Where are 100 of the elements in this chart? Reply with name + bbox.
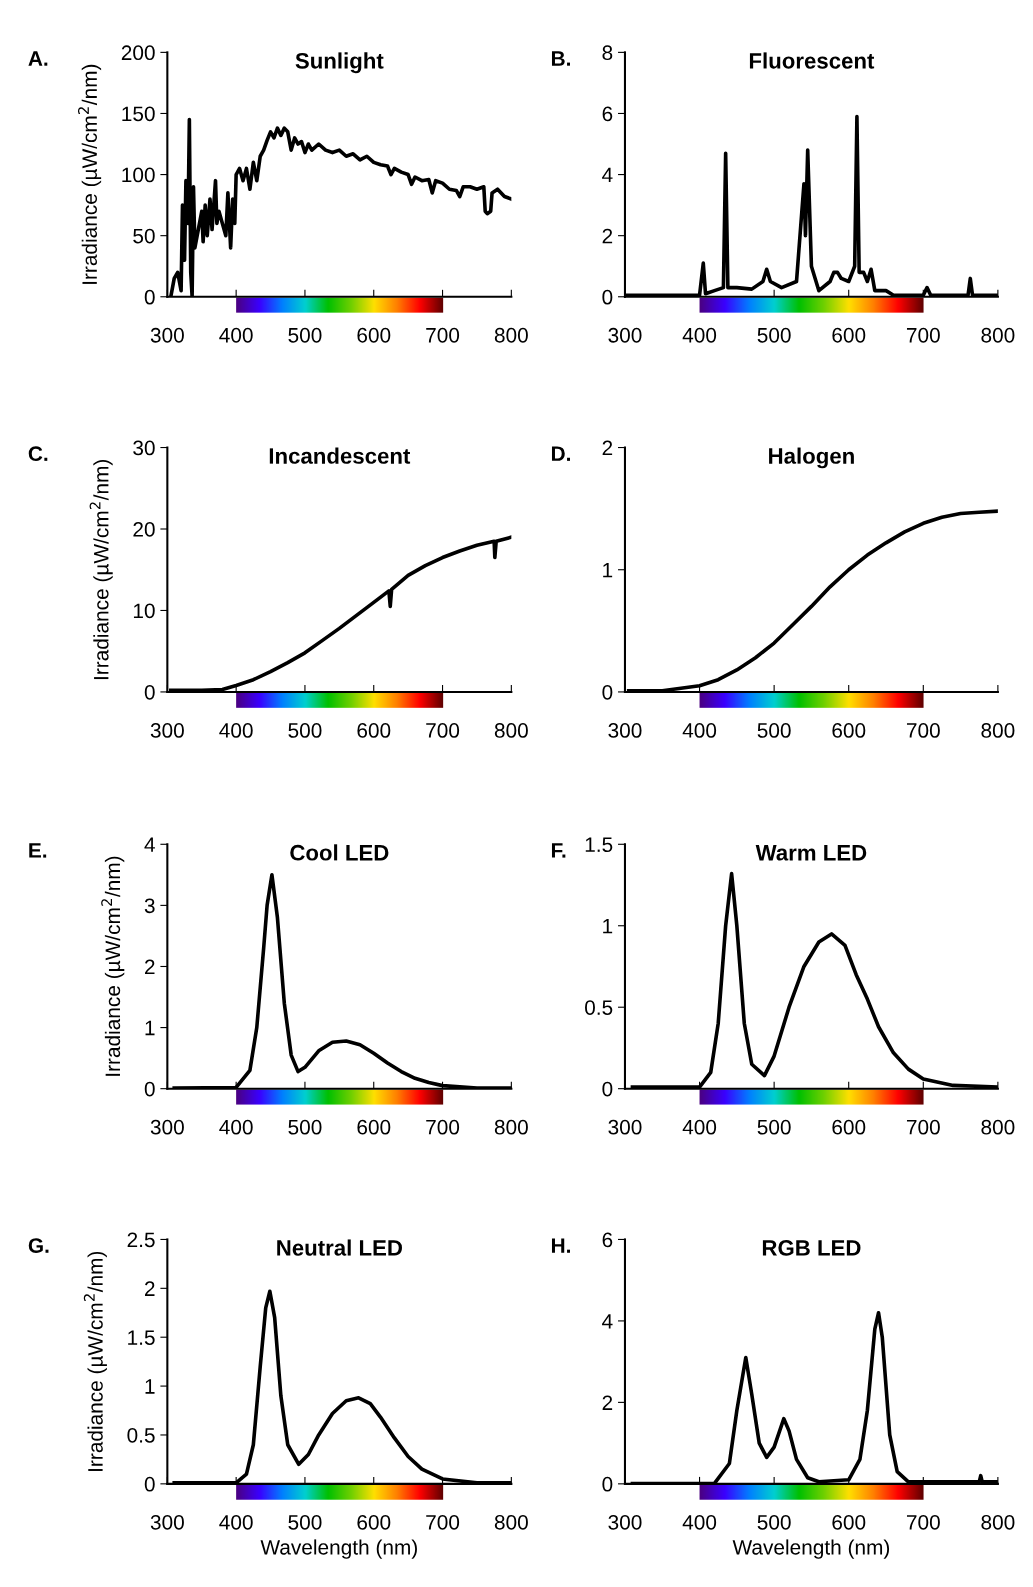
x-axis-title: Wavelength (nm) [732, 1539, 890, 1559]
x-tick-label: 300 [608, 723, 642, 738]
y-tick-label: 3 [144, 898, 155, 914]
text: D. [551, 446, 570, 461]
x-tick-label: 600 [357, 1514, 391, 1530]
y-tick-label: 2 [602, 228, 613, 244]
x-tick-label: 700 [426, 723, 460, 738]
text: A. [28, 51, 48, 66]
x-axis-title: Wavelength (nm) [260, 1539, 417, 1559]
x-tick-label: 800 [494, 1514, 528, 1530]
y-tick-label: 0 [602, 289, 613, 305]
y-tick-label: 2 [145, 1281, 155, 1296]
y-tick-label: 200 [121, 45, 155, 61]
y-tick-label: 2 [602, 1395, 613, 1410]
y-axis-title: Irradiance (µW/cm$^{2}$/nm) [89, 459, 113, 680]
x-tick-label: 600 [832, 1514, 866, 1530]
y-tick-label: 2 [145, 959, 155, 975]
x-tick-label: 700 [426, 1119, 460, 1135]
y-tick-label: 0.5 [585, 1000, 613, 1015]
y-tick-label: 2.5 [127, 1232, 155, 1248]
chart-title: Cool LED [290, 844, 389, 861]
x-tick-label: 500 [757, 723, 791, 738]
y-tick-label: 1.5 [128, 1330, 155, 1345]
y-tick-label: 6 [602, 1232, 613, 1248]
x-tick-label: 700 [906, 327, 940, 343]
y-tick-label: 0 [144, 684, 155, 700]
x-tick-label: 500 [288, 1514, 322, 1530]
y-tick-label: 30 [133, 440, 155, 456]
y-axis-title: Irradiance (µW/cm$^{2}$/nm) [78, 64, 102, 284]
y-tick-label: 0 [144, 1081, 155, 1097]
x-tick-label: 500 [757, 327, 791, 343]
x-tick-label: 400 [219, 723, 253, 738]
x-tick-label: 700 [906, 1119, 940, 1135]
y-tick-label: 0 [144, 1476, 155, 1492]
chart-title: Neutral LED [277, 1239, 402, 1256]
chart-title: Halogen [769, 447, 854, 469]
y-tick-label: 4 [602, 1314, 613, 1329]
x-tick-label: 400 [682, 327, 717, 343]
x-tick-label: 700 [906, 1514, 940, 1530]
chart-title: Fluorescent [749, 52, 875, 69]
text: F. [551, 843, 566, 858]
chart-title: RGB LED [762, 1240, 861, 1256]
x-tick-label: 800 [981, 1514, 1015, 1530]
y-tick-label: 4 [144, 837, 155, 852]
x-tick-label: 300 [150, 1119, 184, 1135]
text: H. [551, 1238, 570, 1253]
x-tick-label: 400 [682, 1514, 717, 1530]
y-tick-label: 6 [602, 106, 613, 122]
x-tick-label: 800 [981, 1119, 1015, 1135]
x-tick-label: 800 [494, 1119, 528, 1135]
y-tick-label: 1.5 [585, 837, 613, 853]
y-tick-label: 2 [602, 440, 613, 456]
x-tick-label: 300 [150, 327, 184, 343]
y-tick-label: 10 [133, 603, 155, 619]
text: B. [551, 51, 570, 66]
y-axis-title: Irradiance (µW/cm$^{2}$/nm) [101, 856, 125, 1076]
x-tick-label: 300 [150, 1514, 184, 1530]
y-tick-label: 4 [602, 167, 613, 183]
x-tick-label: 800 [494, 327, 528, 343]
text: C. [28, 446, 48, 462]
x-tick-label: 400 [219, 327, 253, 343]
x-tick-label: 300 [608, 1514, 642, 1530]
chart-title: Warm LED [755, 845, 867, 861]
x-tick-label: 400 [219, 1119, 253, 1135]
y-tick-label: 1 [603, 562, 613, 578]
x-tick-label: 500 [288, 723, 322, 738]
y-tick-label: 20 [133, 522, 155, 537]
y-tick-label: 0 [602, 1476, 613, 1492]
text: E. [29, 843, 47, 858]
x-tick-label: 700 [906, 723, 940, 738]
x-tick-label: 500 [288, 1119, 322, 1135]
x-tick-label: 500 [757, 1119, 791, 1135]
y-tick-label: 8 [602, 45, 613, 61]
x-tick-label: 600 [832, 327, 866, 343]
x-tick-label: 300 [150, 723, 184, 738]
x-tick-label: 800 [494, 723, 528, 738]
x-tick-label: 300 [608, 327, 642, 343]
x-tick-label: 600 [357, 1119, 391, 1135]
x-tick-label: 300 [608, 1119, 642, 1135]
x-tick-label: 500 [757, 1514, 791, 1530]
x-tick-label: 800 [981, 327, 1015, 343]
x-tick-label: 700 [426, 327, 460, 343]
y-tick-label: 1 [145, 1020, 155, 1036]
y-axis-title: Irradiance (µW/cm$^{2}$/nm) [83, 1251, 107, 1471]
chart-title: Sunlight [295, 52, 384, 74]
y-tick-label: 0.5 [127, 1427, 155, 1443]
x-tick-label: 500 [288, 327, 322, 343]
x-tick-label: 700 [426, 1514, 460, 1530]
chart-title: Incandescent [269, 447, 411, 464]
x-tick-label: 600 [357, 327, 391, 343]
y-tick-label: 50 [133, 228, 155, 244]
y-tick-label: 0 [602, 1081, 613, 1097]
y-tick-label: 100 [122, 167, 155, 183]
x-tick-label: 400 [219, 1514, 253, 1530]
x-tick-label: 800 [981, 723, 1015, 738]
x-tick-label: 600 [832, 723, 866, 738]
x-tick-label: 400 [682, 723, 717, 738]
y-tick-label: 0 [602, 684, 613, 700]
y-tick-label: 150 [122, 106, 155, 122]
x-tick-label: 600 [357, 723, 391, 738]
